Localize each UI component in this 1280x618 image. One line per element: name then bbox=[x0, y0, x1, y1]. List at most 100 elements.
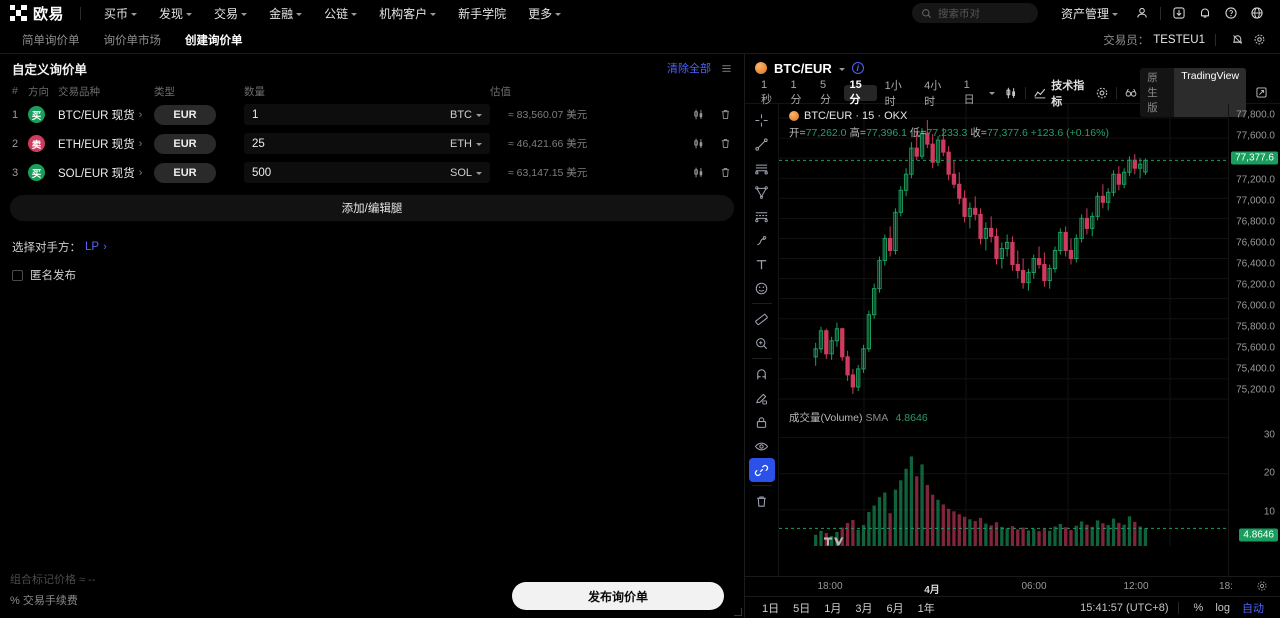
symbol-selector[interactable]: BTC/EUR 现货 › bbox=[58, 107, 154, 123]
candlestick-canvas[interactable] bbox=[779, 104, 1228, 576]
direction-badge-buy[interactable]: 买 bbox=[28, 106, 45, 123]
zoom-in-icon[interactable] bbox=[749, 331, 775, 355]
direction-cell[interactable]: 买 bbox=[28, 106, 58, 123]
table-row[interactable]: 3 买 SOL/EUR 现货 › EUR SOL bbox=[6, 158, 738, 187]
chart-view-toggle[interactable]: 原生版 TradingView bbox=[1140, 68, 1247, 117]
chart-plot-area[interactable]: BTC/EUR · 15 · OKX 开=77,262.0 高=77,396.1… bbox=[779, 104, 1228, 576]
table-row[interactable]: 2 卖 ETH/EUR 现货 › EUR ETH bbox=[6, 129, 738, 158]
quantity-cell[interactable]: SOL bbox=[244, 162, 490, 183]
timeframe-1m[interactable]: 1分 bbox=[790, 78, 802, 106]
magnet-icon[interactable] bbox=[749, 362, 775, 386]
anonymous-checkbox[interactable] bbox=[12, 269, 23, 281]
chart-pair-name[interactable]: BTC/EUR bbox=[774, 60, 832, 76]
download-app-button[interactable] bbox=[1166, 2, 1192, 24]
user-account-button[interactable] bbox=[1129, 2, 1155, 24]
tab-create-rfq[interactable]: 创建询价单 bbox=[173, 26, 255, 53]
nav-item-assets[interactable]: 资产管理 bbox=[1050, 5, 1129, 22]
type-cell[interactable]: EUR bbox=[154, 162, 244, 183]
settings-button[interactable] bbox=[1248, 29, 1270, 51]
nav-item-academy[interactable]: 新手学院 bbox=[447, 5, 517, 22]
type-pill[interactable]: EUR bbox=[154, 162, 216, 183]
type-cell[interactable]: EUR bbox=[154, 104, 244, 125]
tab-simple-rfq[interactable]: 简单询价单 bbox=[10, 26, 92, 53]
chevron-down-icon[interactable] bbox=[989, 92, 996, 95]
nav-item-finance[interactable]: 金融 bbox=[258, 5, 313, 22]
timeframe-5m[interactable]: 5分 bbox=[820, 78, 832, 106]
type-cell[interactable]: EUR bbox=[154, 133, 244, 154]
clear-all-link[interactable]: 清除全部 bbox=[667, 63, 711, 75]
chevron-right-icon[interactable]: › bbox=[103, 241, 107, 253]
publish-rfq-button[interactable]: 发布询价单 bbox=[512, 582, 724, 610]
range-5d[interactable]: 5日 bbox=[793, 602, 811, 615]
direction-cell[interactable]: 卖 bbox=[28, 135, 58, 152]
brush-icon[interactable] bbox=[749, 228, 775, 252]
time-axis[interactable]: 18:00 4月 06:00 12:00 18: bbox=[745, 576, 1280, 596]
counterparty-value[interactable]: LP bbox=[85, 241, 100, 253]
fib-retracement-icon[interactable] bbox=[749, 204, 775, 228]
range-1mo[interactable]: 1月 bbox=[824, 602, 842, 615]
range-1d[interactable]: 1日 bbox=[762, 602, 780, 615]
chevron-down-icon[interactable] bbox=[838, 67, 845, 71]
notifications-button[interactable] bbox=[1192, 2, 1218, 24]
text-icon[interactable] bbox=[749, 252, 775, 276]
pencil-lock-icon[interactable] bbox=[749, 386, 775, 410]
nav-item-discover[interactable]: 发现 bbox=[148, 5, 203, 22]
timeframe-4h[interactable]: 4小时 bbox=[924, 79, 942, 108]
type-pill[interactable]: EUR bbox=[154, 104, 216, 125]
tab-rfq-market[interactable]: 询价单市场 bbox=[92, 26, 174, 53]
nav-item-institutional[interactable]: 机构客户 bbox=[368, 5, 447, 22]
quantity-input[interactable] bbox=[252, 166, 450, 179]
link-icon[interactable] bbox=[748, 458, 775, 482]
chart-settings-gear-icon[interactable] bbox=[1093, 84, 1111, 102]
unit-selector[interactable]: ETH bbox=[450, 138, 482, 150]
nav-item-chain[interactable]: 公链 bbox=[313, 5, 368, 22]
view-tradingview[interactable]: TradingView bbox=[1174, 68, 1247, 117]
delete-row-icon[interactable] bbox=[719, 166, 732, 179]
price-axis[interactable]: 77,800.0 77,600.0 77,377.6 77,200.0 77,0… bbox=[1228, 104, 1280, 576]
eye-icon[interactable] bbox=[749, 434, 775, 458]
symbol-selector[interactable]: SOL/EUR 现货 › bbox=[58, 165, 154, 181]
pitchfork-icon[interactable] bbox=[749, 180, 775, 204]
log-scale-toggle[interactable]: log bbox=[1215, 601, 1230, 614]
language-button[interactable] bbox=[1244, 2, 1270, 24]
timeframe-1d[interactable]: 1日 bbox=[963, 78, 975, 106]
time-axis-settings-icon[interactable] bbox=[1256, 580, 1268, 592]
trash-icon[interactable] bbox=[749, 489, 775, 513]
range-6mo[interactable]: 6月 bbox=[886, 602, 904, 615]
measure-icon[interactable] bbox=[749, 307, 775, 331]
quantity-input[interactable] bbox=[252, 108, 450, 121]
range-3mo[interactable]: 3月 bbox=[855, 602, 873, 615]
timeframe-1h[interactable]: 1小时 bbox=[884, 79, 902, 108]
direction-badge-sell[interactable]: 卖 bbox=[28, 135, 45, 152]
indicators-label[interactable]: 技术指标 bbox=[1051, 79, 1085, 108]
chart-type-candles-icon[interactable] bbox=[1002, 84, 1020, 102]
search-box[interactable]: 搜索币对 bbox=[911, 3, 1038, 23]
symbol-selector[interactable]: ETH/EUR 现货 › bbox=[58, 136, 154, 152]
snapshot-icon[interactable] bbox=[1122, 84, 1140, 102]
view-native[interactable]: 原生版 bbox=[1147, 72, 1158, 114]
unit-selector[interactable]: SOL bbox=[450, 167, 482, 179]
candlestick-chart-icon[interactable] bbox=[692, 166, 705, 179]
quantity-input[interactable] bbox=[252, 137, 450, 150]
delete-row-icon[interactable] bbox=[719, 137, 732, 150]
unit-selector[interactable]: BTC bbox=[450, 109, 482, 121]
fullscreen-icon[interactable] bbox=[1252, 84, 1270, 102]
timeframe-15m[interactable]: 15分 bbox=[843, 79, 877, 106]
alerts-button[interactable] bbox=[1226, 29, 1248, 51]
nav-item-more[interactable]: 更多 bbox=[517, 5, 572, 22]
quantity-cell[interactable]: ETH bbox=[244, 133, 490, 154]
quantity-cell[interactable]: BTC bbox=[244, 104, 490, 125]
delete-row-icon[interactable] bbox=[719, 108, 732, 121]
nav-item-buy[interactable]: 买币 bbox=[93, 5, 148, 22]
resize-handle[interactable] bbox=[734, 608, 742, 616]
crosshair-icon[interactable] bbox=[749, 108, 775, 132]
anonymous-publish-row[interactable]: 匿名发布 bbox=[0, 255, 744, 283]
percent-scale-toggle[interactable]: % bbox=[1193, 601, 1204, 614]
auto-scale-toggle[interactable]: 自动 bbox=[1242, 602, 1264, 615]
emoji-icon[interactable] bbox=[749, 276, 775, 300]
add-edit-leg-button[interactable]: 添加/编辑腿 bbox=[10, 195, 734, 221]
type-pill[interactable]: EUR bbox=[154, 133, 216, 154]
lock-icon[interactable] bbox=[749, 410, 775, 434]
range-1y[interactable]: 1年 bbox=[917, 602, 935, 615]
brand-logo[interactable]: 欧易 bbox=[10, 3, 64, 24]
